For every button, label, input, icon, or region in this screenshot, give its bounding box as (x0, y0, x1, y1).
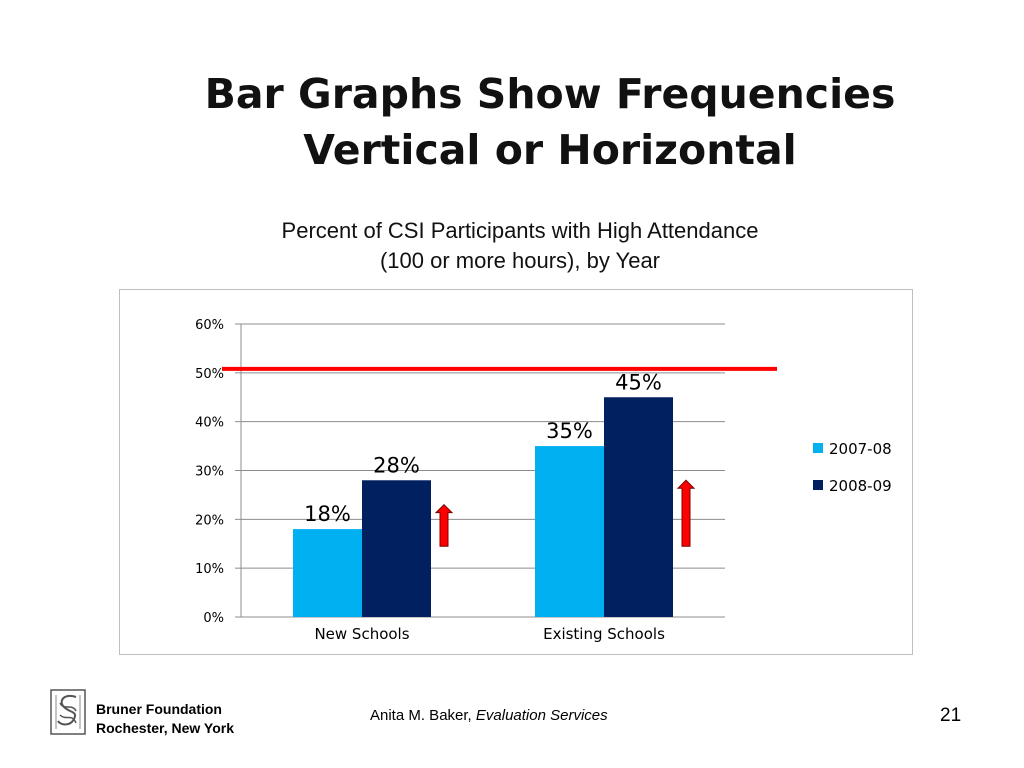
y-tick-label: 50% (195, 367, 224, 382)
chart-caption: Percent of CSI Participants with High At… (150, 216, 890, 276)
up-arrow-icon (434, 503, 454, 547)
footer-organization: Bruner Foundation Rochester, New York (96, 700, 234, 738)
bar-2008-09-new-schools (362, 480, 431, 617)
legend-swatch (813, 443, 823, 453)
slide-title: Bar Graphs Show Frequencies Vertical or … (140, 66, 960, 178)
y-tick-label: 0% (203, 611, 224, 626)
bar-chart: 0% 10% 20% 30% 40% 50% 60% 18% 28% New Schools 35%… (195, 318, 892, 643)
footer-org-location: Rochester, New York (96, 720, 234, 736)
y-tick-label: 10% (195, 562, 224, 577)
bar-2007-08-new-schools (293, 529, 362, 617)
footer-author: Anita M. Baker, Evaluation Services (370, 707, 608, 724)
chart-caption-line-1: Percent of CSI Participants with High At… (281, 218, 759, 243)
slide-title-line-1: Bar Graphs Show Frequencies (204, 70, 896, 118)
data-label: 45% (615, 370, 662, 394)
y-tick-label: 30% (195, 465, 224, 480)
x-tick-label: New Schools (314, 625, 409, 643)
footer-org-name: Bruner Foundation (96, 701, 222, 717)
chart-caption-line-2: (100 or more hours), by Year (379, 248, 661, 273)
page-number: 21 (940, 705, 962, 726)
legend-swatch (813, 480, 823, 490)
bruner-foundation-logo-icon (50, 689, 86, 735)
data-label: 35% (546, 419, 593, 443)
legend-label: 2008-09 (829, 477, 892, 495)
y-tick-label: 20% (195, 513, 224, 528)
up-arrow-icon (676, 479, 696, 547)
data-label: 28% (373, 453, 420, 477)
footer-author-title: Evaluation Services (475, 707, 608, 724)
bar-2008-09-existing-schools (604, 397, 673, 617)
data-label: 18% (304, 502, 351, 526)
slide-title-line-2: Vertical or Horizontal (303, 126, 797, 174)
x-tick-label: Existing Schools (543, 625, 665, 643)
chart-frame: 0% 10% 20% 30% 40% 50% 60% 18% 28% New Schools 35%… (119, 289, 913, 655)
y-tick-label: 40% (195, 416, 224, 431)
y-tick-label: 60% (195, 318, 224, 333)
legend-label: 2007-08 (829, 440, 892, 458)
footer-author-name: Anita M. Baker, (370, 707, 472, 724)
bar-2007-08-existing-schools (535, 446, 604, 617)
